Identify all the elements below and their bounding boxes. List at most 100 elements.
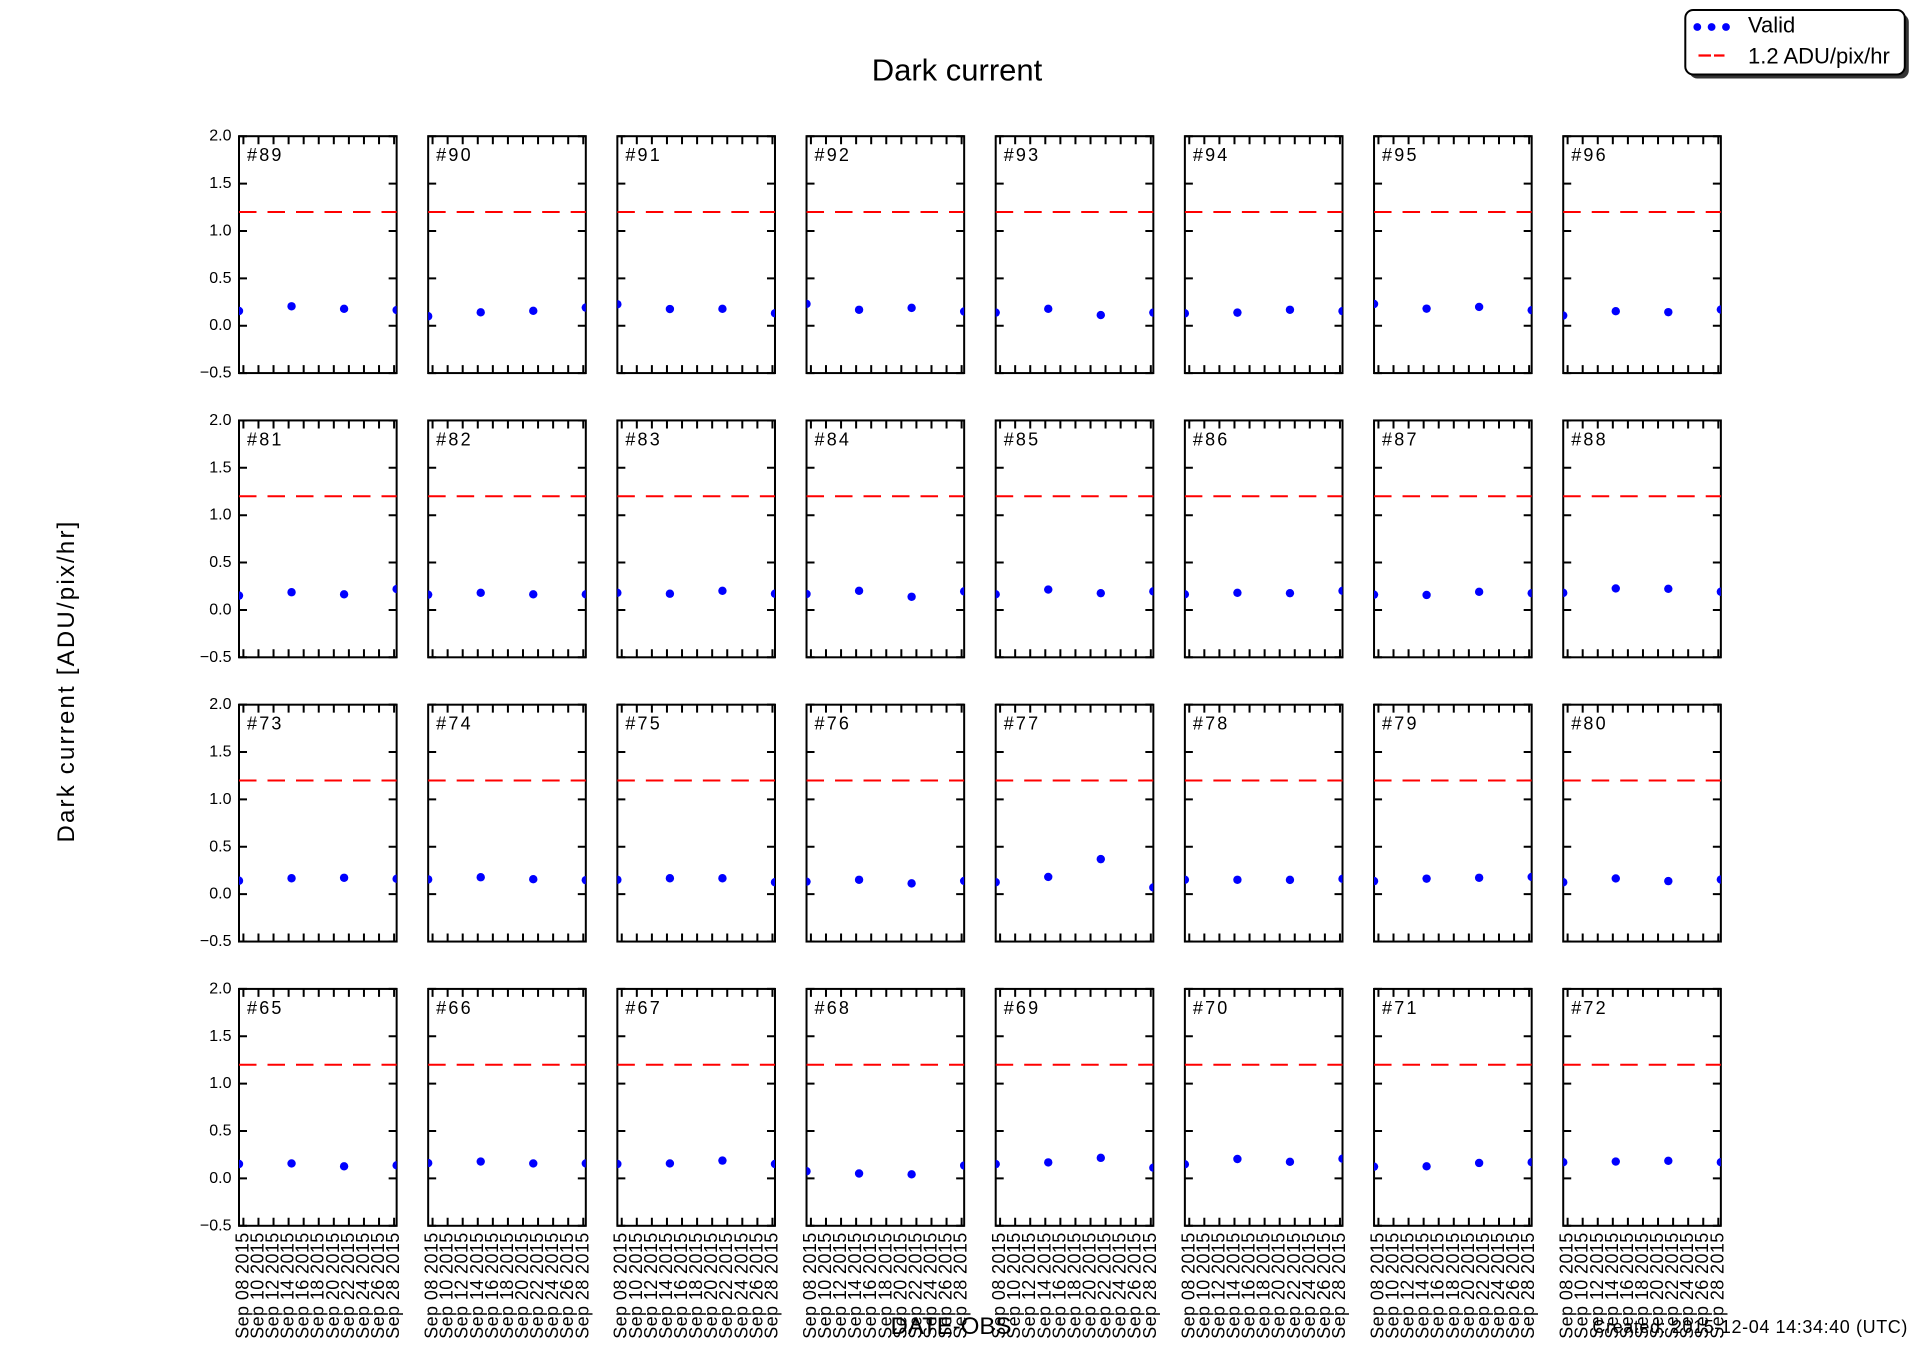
- svg-text:Sep 08 2015: Sep 08 2015: [1557, 1232, 1577, 1339]
- svg-text:Sep 08 2015: Sep 08 2015: [422, 1232, 442, 1339]
- svg-text:Sep 28 2015: Sep 28 2015: [572, 1232, 592, 1339]
- svg-text:Sep 28 2015: Sep 28 2015: [383, 1232, 403, 1339]
- svg-text:Sep 20 2015: Sep 20 2015: [1647, 1232, 1667, 1339]
- svg-text:Sep 18 2015: Sep 18 2015: [875, 1232, 895, 1339]
- svg-text:Sep 16 2015: Sep 16 2015: [1617, 1232, 1637, 1339]
- svg-text:#70: #70: [1193, 998, 1230, 1018]
- svg-text:Sep 16 2015: Sep 16 2015: [671, 1232, 691, 1339]
- svg-text:#77: #77: [1004, 714, 1041, 734]
- svg-text:Sep 12 2015: Sep 12 2015: [1587, 1232, 1607, 1339]
- svg-text:Sep 12 2015: Sep 12 2015: [263, 1232, 283, 1339]
- svg-text:DATE-OBS: DATE-OBS: [891, 1313, 1012, 1340]
- svg-text:1.0: 1.0: [209, 507, 231, 524]
- svg-text:#96: #96: [1571, 145, 1608, 165]
- svg-text:Sep 18 2015: Sep 18 2015: [1254, 1232, 1274, 1339]
- svg-text:#84: #84: [815, 429, 852, 449]
- svg-text:Sep 08 2015: Sep 08 2015: [989, 1232, 1009, 1339]
- svg-text:Sep 26 2015: Sep 26 2015: [1692, 1232, 1712, 1339]
- svg-text:Sep 26 2015: Sep 26 2015: [1503, 1232, 1523, 1339]
- svg-text:Sep 08 2015: Sep 08 2015: [1178, 1232, 1198, 1339]
- svg-text:Sep 12 2015: Sep 12 2015: [1208, 1232, 1228, 1339]
- svg-text:1.5: 1.5: [209, 175, 231, 192]
- svg-text:0.0: 0.0: [209, 1170, 231, 1187]
- svg-text:Sep 26 2015: Sep 26 2015: [1314, 1232, 1334, 1339]
- svg-text:Sep 18 2015: Sep 18 2015: [1443, 1232, 1463, 1339]
- svg-text:#66: #66: [436, 998, 473, 1018]
- svg-text:#73: #73: [247, 714, 284, 734]
- svg-text:Sep 22 2015: Sep 22 2015: [338, 1232, 358, 1339]
- svg-text:#79: #79: [1382, 714, 1419, 734]
- svg-text:#67: #67: [625, 998, 662, 1018]
- svg-text:Sep 16 2015: Sep 16 2015: [1239, 1232, 1259, 1339]
- svg-text:Sep 10 2015: Sep 10 2015: [626, 1232, 646, 1339]
- svg-text:Sep 16 2015: Sep 16 2015: [293, 1232, 313, 1339]
- svg-text:Sep 12 2015: Sep 12 2015: [452, 1232, 472, 1339]
- svg-text:Sep 28 2015: Sep 28 2015: [1518, 1232, 1538, 1339]
- svg-text:#69: #69: [1004, 998, 1041, 1018]
- svg-text:Sep 08 2015: Sep 08 2015: [611, 1232, 631, 1339]
- svg-text:Sep 24 2015: Sep 24 2015: [920, 1232, 940, 1339]
- svg-text:#68: #68: [815, 998, 852, 1018]
- svg-text:1.2 ADU/pix/hr: 1.2 ADU/pix/hr: [1748, 44, 1890, 69]
- svg-text:#71: #71: [1382, 998, 1419, 1018]
- svg-text:Sep 10 2015: Sep 10 2015: [815, 1232, 835, 1339]
- svg-text:Sep 20 2015: Sep 20 2015: [1269, 1232, 1289, 1339]
- svg-text:Sep 14 2015: Sep 14 2015: [467, 1232, 487, 1339]
- svg-text:Sep 18 2015: Sep 18 2015: [1064, 1232, 1084, 1339]
- svg-text:Sep 14 2015: Sep 14 2015: [845, 1232, 865, 1339]
- svg-text:Sep 24 2015: Sep 24 2015: [1110, 1232, 1130, 1339]
- svg-text:Dark current [ADU/pix/hr]: Dark current [ADU/pix/hr]: [53, 519, 80, 842]
- svg-text:1.0: 1.0: [209, 791, 231, 808]
- svg-text:Sep 16 2015: Sep 16 2015: [1428, 1232, 1448, 1339]
- svg-text:2.0: 2.0: [209, 412, 231, 429]
- svg-text:Sep 20 2015: Sep 20 2015: [512, 1232, 532, 1339]
- svg-text:Sep 26 2015: Sep 26 2015: [1125, 1232, 1145, 1339]
- svg-text:0.5: 0.5: [209, 838, 231, 855]
- svg-text:Sep 20 2015: Sep 20 2015: [323, 1232, 343, 1339]
- svg-text:#91: #91: [625, 145, 662, 165]
- svg-text:Dark current: Dark current: [872, 53, 1043, 88]
- svg-text:#85: #85: [1004, 429, 1041, 449]
- svg-text:−0.5: −0.5: [200, 365, 232, 382]
- svg-text:Sep 24 2015: Sep 24 2015: [353, 1232, 373, 1339]
- svg-text:#83: #83: [625, 429, 662, 449]
- svg-text:0.5: 0.5: [209, 554, 231, 571]
- svg-text:Sep 28 2015: Sep 28 2015: [1329, 1232, 1349, 1339]
- svg-text:Sep 22 2015: Sep 22 2015: [1662, 1232, 1682, 1339]
- svg-text:#86: #86: [1193, 429, 1230, 449]
- svg-text:0.0: 0.0: [209, 601, 231, 618]
- svg-text:#72: #72: [1571, 998, 1608, 1018]
- svg-text:Sep 16 2015: Sep 16 2015: [1049, 1232, 1069, 1339]
- svg-text:Sep 24 2015: Sep 24 2015: [1677, 1232, 1697, 1339]
- svg-text:Sep 12 2015: Sep 12 2015: [1019, 1232, 1039, 1339]
- svg-text:Sep 08 2015: Sep 08 2015: [232, 1232, 252, 1339]
- svg-text:#82: #82: [436, 429, 473, 449]
- svg-text:Sep 08 2015: Sep 08 2015: [1367, 1232, 1387, 1339]
- svg-text:#80: #80: [1571, 714, 1608, 734]
- svg-text:Sep 22 2015: Sep 22 2015: [716, 1232, 736, 1339]
- svg-text:Sep 14 2015: Sep 14 2015: [1223, 1232, 1243, 1339]
- svg-text:Sep 10 2015: Sep 10 2015: [247, 1232, 267, 1339]
- svg-text:#88: #88: [1571, 429, 1608, 449]
- svg-text:#93: #93: [1004, 145, 1041, 165]
- svg-text:Sep 14 2015: Sep 14 2015: [1602, 1232, 1622, 1339]
- svg-text:Sep 28 2015: Sep 28 2015: [951, 1232, 971, 1339]
- svg-text:Sep 10 2015: Sep 10 2015: [1383, 1232, 1403, 1339]
- svg-text:Sep 26 2015: Sep 26 2015: [368, 1232, 388, 1339]
- svg-text:Sep 20 2015: Sep 20 2015: [890, 1232, 910, 1339]
- svg-text:Sep 28 2015: Sep 28 2015: [1707, 1232, 1727, 1339]
- svg-text:Sep 18 2015: Sep 18 2015: [686, 1232, 706, 1339]
- svg-text:Sep 20 2015: Sep 20 2015: [1080, 1232, 1100, 1339]
- svg-text:#89: #89: [247, 145, 284, 165]
- svg-text:0.5: 0.5: [209, 270, 231, 287]
- svg-text:Sep 24 2015: Sep 24 2015: [731, 1232, 751, 1339]
- svg-text:−0.5: −0.5: [200, 649, 232, 666]
- svg-text:Sep 22 2015: Sep 22 2015: [1284, 1232, 1304, 1339]
- svg-text:Sep 12 2015: Sep 12 2015: [641, 1232, 661, 1339]
- svg-text:#87: #87: [1382, 429, 1419, 449]
- svg-text:#92: #92: [815, 145, 852, 165]
- svg-text:2.0: 2.0: [209, 980, 231, 997]
- svg-text:Sep 14 2015: Sep 14 2015: [1034, 1232, 1054, 1339]
- svg-text:Sep 16 2015: Sep 16 2015: [482, 1232, 502, 1339]
- svg-text:Sep 10 2015: Sep 10 2015: [437, 1232, 457, 1339]
